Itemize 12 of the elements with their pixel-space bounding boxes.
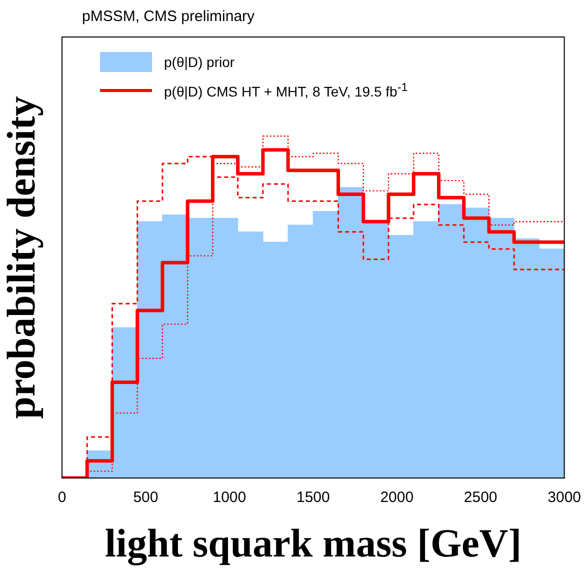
x-tick-label: 1000: [212, 489, 246, 506]
x-tick-label: 3000: [548, 489, 582, 506]
x-axis-title: light squark mass [GeV]: [104, 520, 522, 566]
x-tick-label: 0: [58, 489, 66, 506]
chart-title: pMSSM, CMS preliminary: [82, 8, 255, 25]
y-axis-title: probability density: [0, 96, 44, 419]
x-tick-label: 2500: [464, 489, 498, 506]
x-tick-label: 2000: [380, 489, 414, 506]
x-tick-label: 500: [133, 489, 158, 506]
legend-label: p(θ|D) prior: [164, 54, 235, 70]
x-tick-label: 1500: [296, 489, 330, 506]
legend-label: p(θ|D) CMS HT + MHT, 8 TeV, 19.5 fb$^{-1}$: [164, 80, 408, 100]
